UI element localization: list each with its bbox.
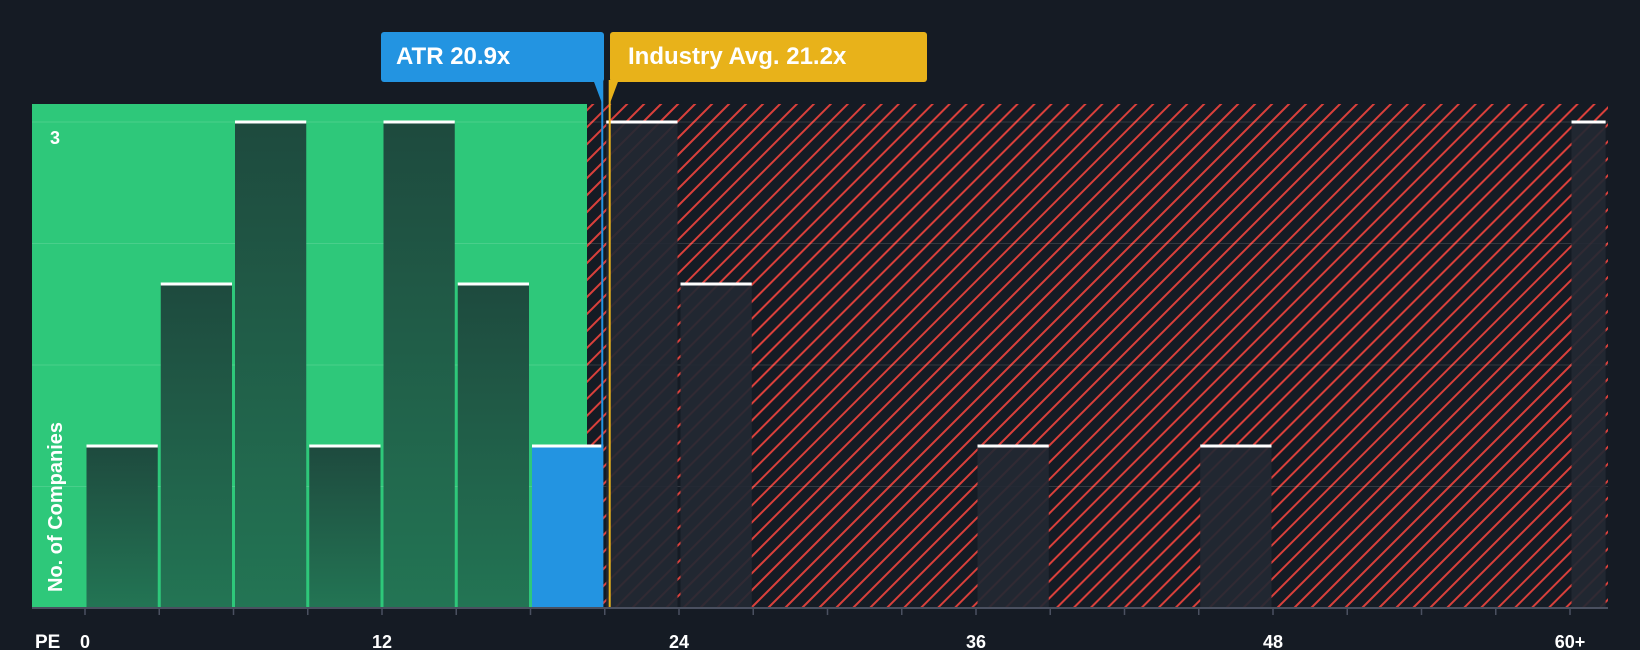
histogram-bar [606, 122, 678, 608]
histogram-bar [160, 284, 232, 608]
x-tick-label: 48 [1263, 632, 1283, 650]
x-axis-label: PE [35, 632, 60, 650]
histogram-bar [977, 446, 1049, 608]
histogram-bar [86, 446, 158, 608]
overvalued-zone [587, 104, 1608, 608]
histogram-bar [1200, 446, 1272, 608]
industry-marker-pointer [609, 80, 619, 104]
company-pe-callout: ATR 20.9x [381, 32, 604, 82]
y-axis-label: No. of Companies [45, 422, 67, 592]
histogram-bar [383, 122, 455, 608]
x-tick-label: 0 [80, 632, 90, 650]
histogram-bar [1571, 122, 1606, 608]
company-marker-pointer [593, 80, 603, 104]
x-tick-label: 24 [669, 632, 689, 650]
histogram-bars [86, 120, 1606, 608]
histogram-bar [235, 122, 307, 608]
y-tick-label: 3 [50, 128, 60, 148]
industry-average-callout: Industry Avg. 21.2x [610, 32, 927, 82]
histogram-bar [309, 446, 381, 608]
value-markers [593, 80, 619, 608]
histogram-bar [532, 446, 604, 608]
x-tick-label: 60+ [1555, 632, 1586, 650]
histogram-bar [457, 284, 529, 608]
x-tick-label: 36 [966, 632, 986, 650]
histogram-bar [680, 284, 752, 608]
x-tick-label: 12 [372, 632, 392, 650]
x-axis: 0 12 24 36 48 60+ [32, 607, 1608, 650]
